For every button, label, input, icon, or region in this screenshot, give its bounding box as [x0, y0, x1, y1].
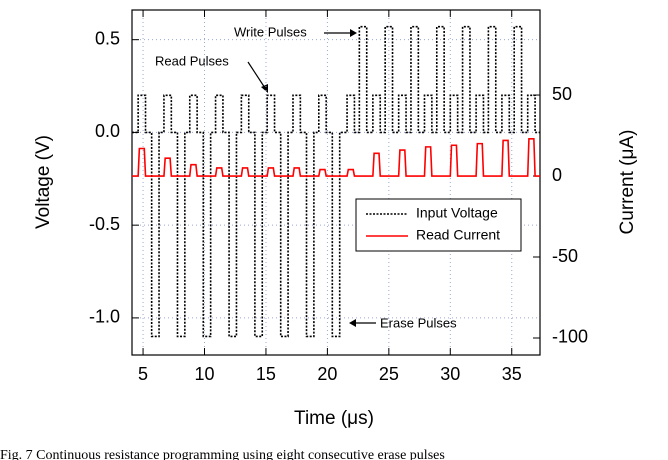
arrow-head	[349, 319, 356, 327]
x-tick-label: 15	[256, 364, 276, 384]
y-tick-label: 0.0	[95, 121, 120, 141]
arrow-head	[350, 29, 357, 37]
legend-box	[355, 198, 522, 252]
y2-tick-label: 50	[552, 84, 572, 104]
x-axis-label: Time (μs)	[294, 408, 374, 429]
legend-label: Input Voltage	[416, 205, 498, 221]
legend-label: Read Current	[416, 227, 500, 243]
x-tick-label: 20	[317, 364, 337, 384]
y2-tick-label: -100	[552, 327, 588, 347]
plot-frame	[131, 9, 541, 356]
y-tick-label: 0.5	[95, 28, 120, 48]
y2-axis-label: Current (μA)	[617, 130, 638, 235]
arrow-head	[261, 84, 268, 93]
x-tick-label: 25	[379, 364, 399, 384]
caption: Fig. 7 Continuous resistance programming…	[0, 448, 445, 460]
x-tick-label: 5	[138, 364, 148, 384]
data-line	[132, 25, 540, 338]
y-axis-label: Voltage (V)	[33, 135, 54, 229]
x-tick-label: 30	[440, 364, 460, 384]
x-tick-label: 35	[502, 364, 522, 384]
y-tick-label: -1.0	[89, 307, 120, 327]
y2-tick-label: 0	[552, 165, 562, 185]
x-tick-label: 10	[194, 364, 214, 384]
y-tick-label: -0.5	[89, 214, 120, 234]
annotation-arrow	[247, 61, 266, 89]
annotation: Write Pulses	[234, 24, 307, 39]
annotation: Erase Pulses	[380, 315, 457, 330]
annotation: Read Pulses	[155, 53, 229, 68]
y2-tick-label: -50	[552, 246, 578, 266]
data-line	[132, 137, 540, 177]
